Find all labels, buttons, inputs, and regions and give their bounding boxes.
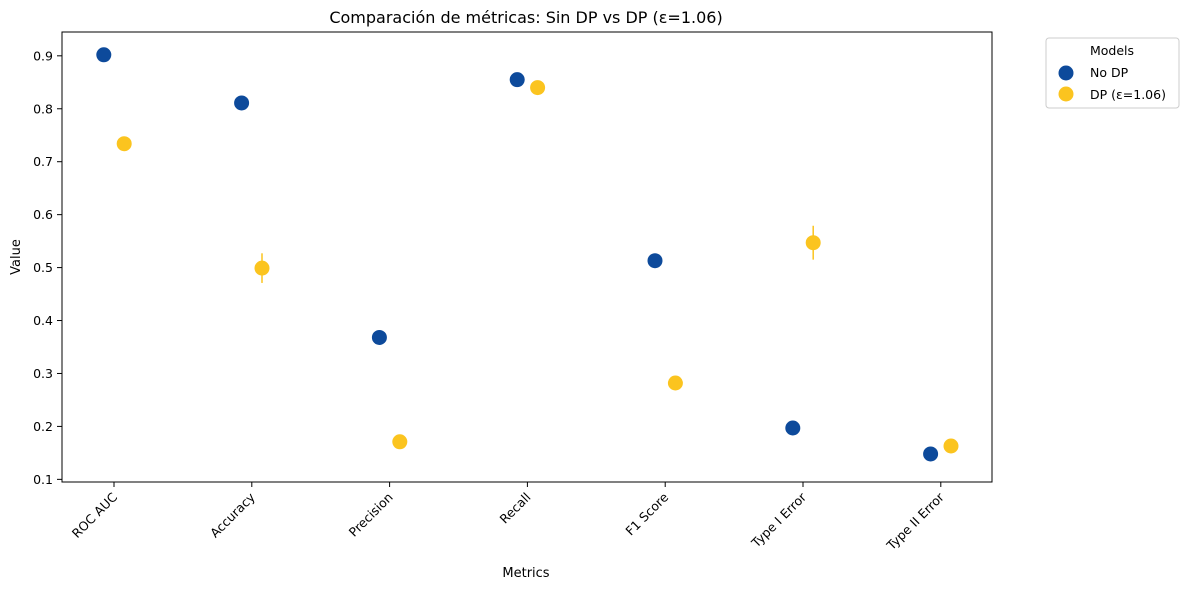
legend-label-no-dp: No DP [1090, 65, 1129, 80]
data-point-dp [254, 260, 270, 276]
legend-box [1045, 37, 1180, 109]
y-tick-label: 0.4 [33, 313, 53, 328]
x-tick-label: ROC AUC [69, 489, 121, 541]
chart-title: Comparación de métricas: Sin DP vs DP (ε… [329, 8, 722, 27]
data-point-dp [530, 80, 546, 96]
y-tick-label: 0.3 [33, 366, 53, 381]
data-point-dp [116, 136, 132, 152]
legend-marker-dp [1058, 86, 1074, 102]
data-point-dp [943, 438, 959, 454]
legend: Models No DP DP (ε=1.06) [1045, 37, 1180, 109]
x-tick-label: Type II Error [883, 489, 948, 554]
data-point-no-dp [96, 47, 112, 63]
data-points [96, 47, 959, 462]
x-tick-label: Accuracy [207, 489, 258, 540]
y-tick-label: 0.5 [33, 260, 53, 275]
y-tick-label: 0.8 [33, 101, 53, 116]
data-point-dp [667, 375, 683, 391]
data-point-dp [392, 434, 408, 450]
data-point-no-dp [509, 72, 525, 88]
data-point-no-dp [647, 253, 663, 269]
data-point-no-dp [923, 446, 939, 462]
y-axis-label: Value [9, 239, 24, 275]
data-point-dp [805, 235, 821, 251]
data-point-no-dp [234, 95, 250, 111]
x-axis-label: Metrics [502, 566, 549, 581]
legend-marker-no-dp [1058, 65, 1074, 81]
x-axis-ticks: ROC AUC Accuracy Precision Recall F1 Score Ty… [69, 482, 948, 554]
x-tick-label: Precision [346, 490, 396, 540]
x-tick-label: Type I Error [748, 489, 810, 551]
data-point-no-dp [785, 420, 801, 436]
y-tick-label: 0.9 [33, 48, 53, 63]
data-point-no-dp [371, 329, 387, 345]
x-tick-label: Recall [497, 490, 534, 527]
x-tick-label: F1 Score [622, 489, 671, 538]
y-tick-label: 0.1 [33, 472, 53, 487]
y-tick-label: 0.2 [33, 419, 53, 434]
y-axis-ticks: 0.1 0.2 0.3 0.4 0.5 0.6 0.7 0.8 0.9 [33, 48, 62, 487]
plot-area [61, 31, 993, 483]
y-tick-label: 0.7 [33, 154, 53, 169]
legend-title: Models [1090, 43, 1134, 58]
y-tick-label: 0.6 [33, 207, 53, 222]
legend-label-dp: DP (ε=1.06) [1090, 87, 1166, 102]
